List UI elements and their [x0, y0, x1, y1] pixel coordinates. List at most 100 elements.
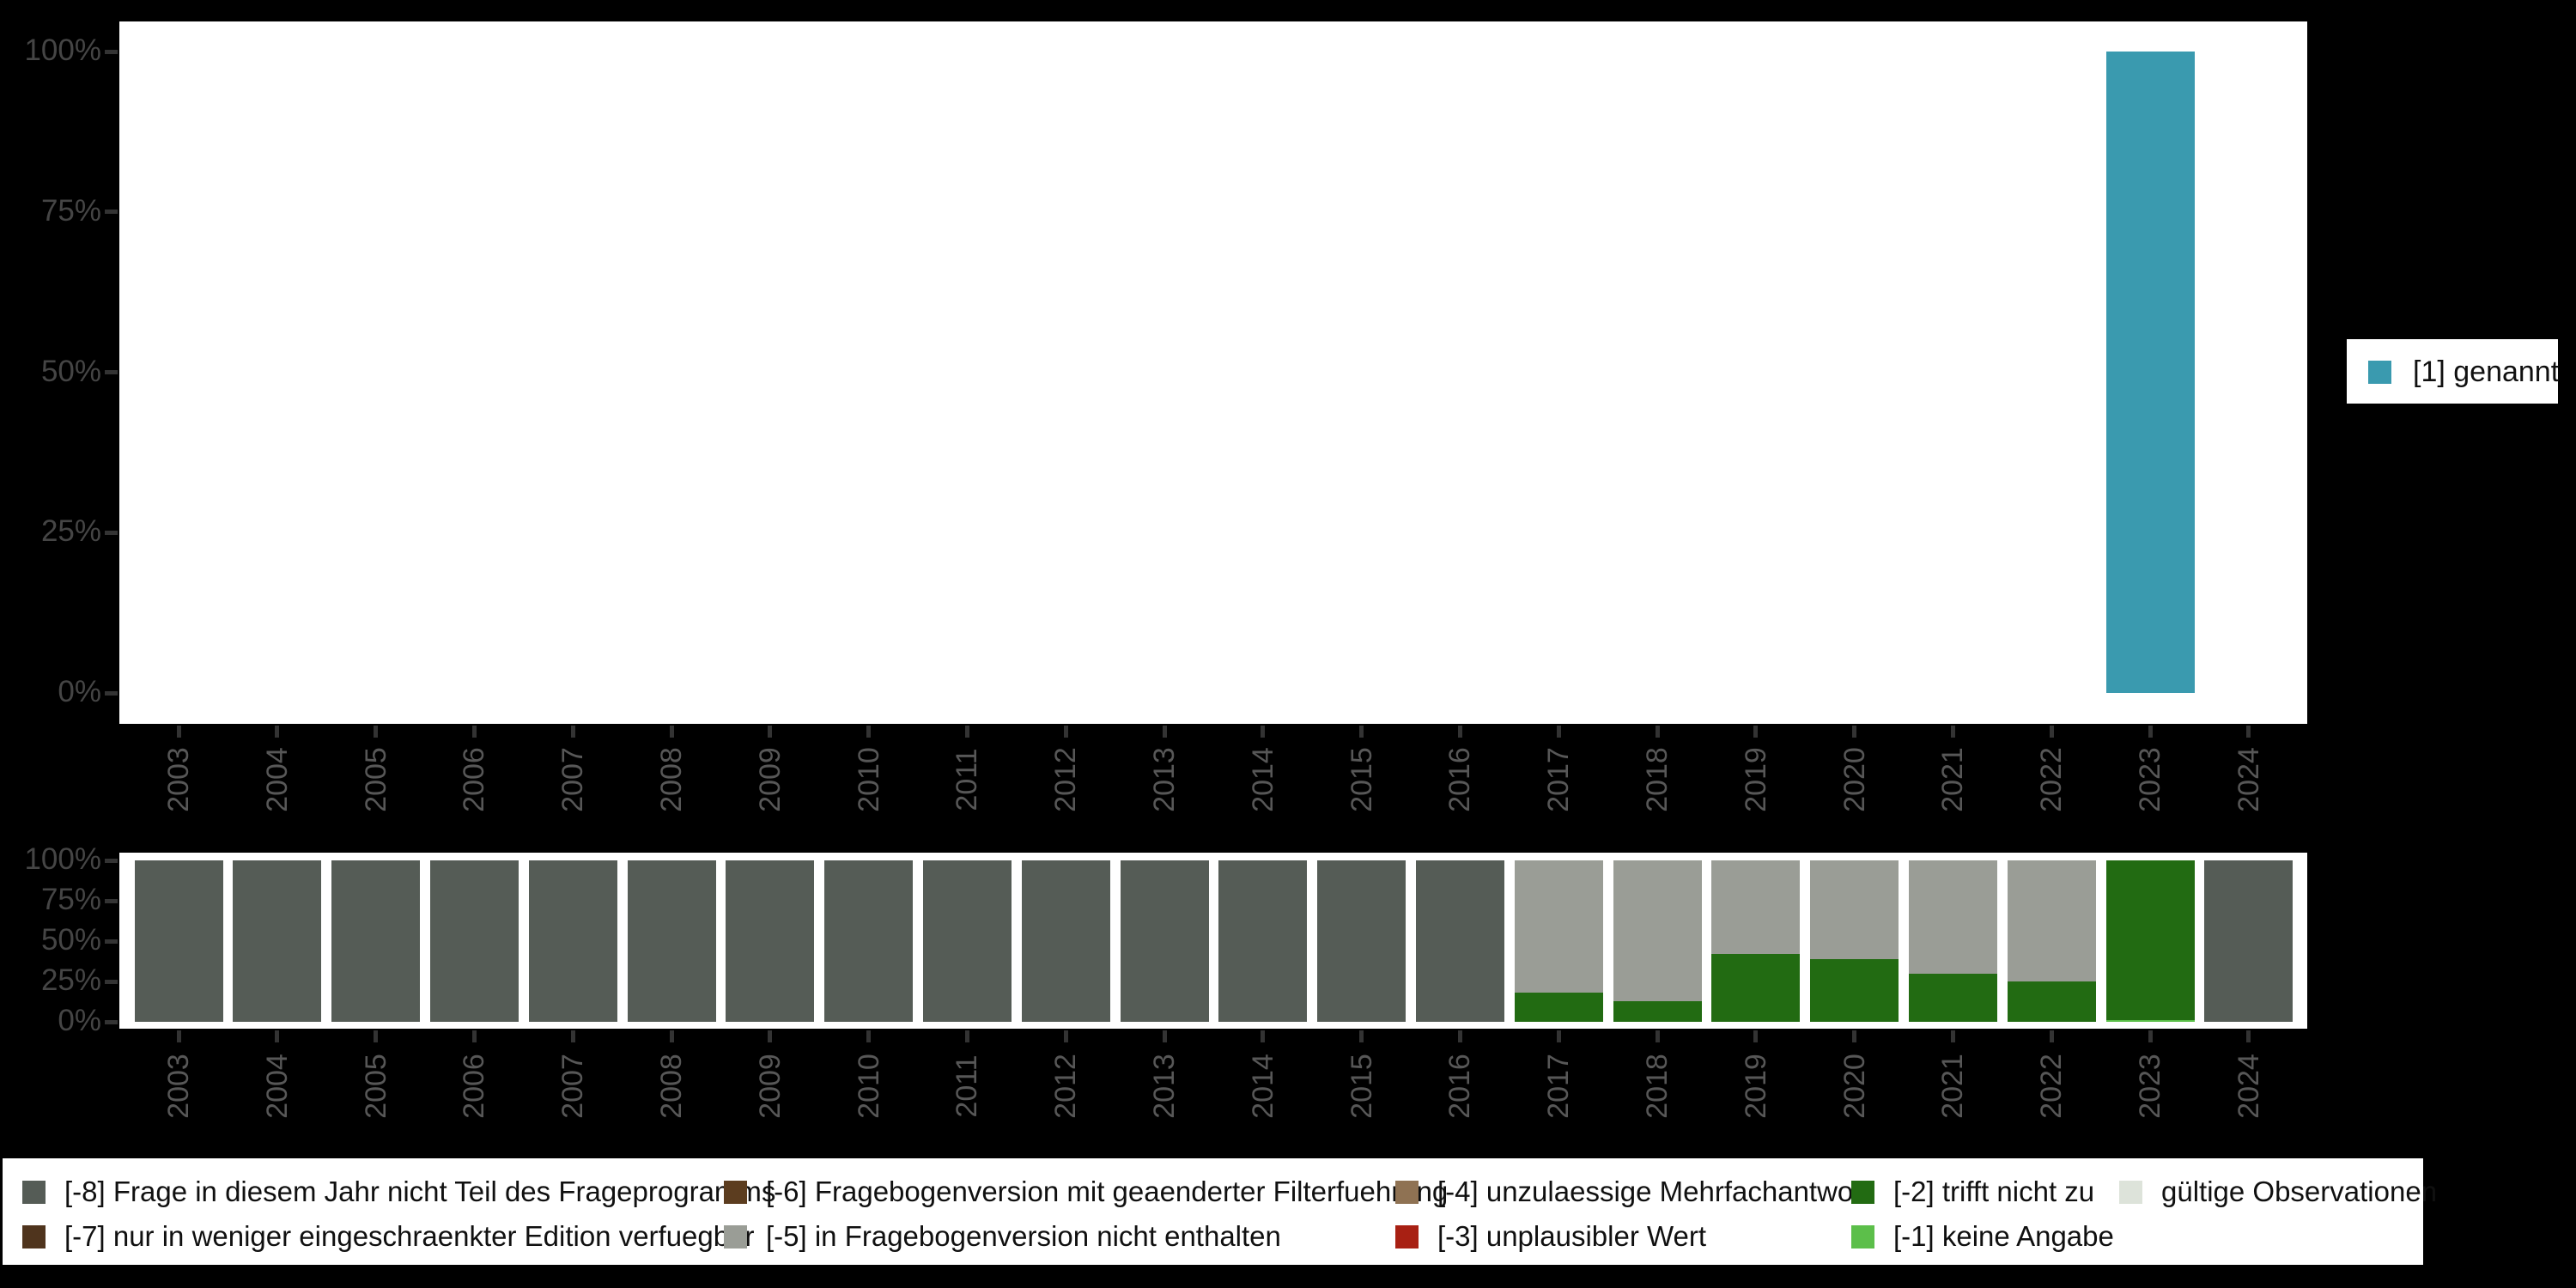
top-x-axis-label: 2004	[260, 747, 294, 812]
bottom-x-axis-tick	[374, 1030, 379, 1042]
bottom-x-axis-label: 2014	[1246, 1054, 1279, 1119]
y-axis-label: 100%	[24, 33, 101, 67]
bottom-x-axis-label: 2005	[359, 1054, 392, 1119]
stacked-bar-2006	[429, 853, 519, 1029]
top-x-axis-label: 2022	[2035, 747, 2069, 812]
bottom-x-axis-label: 2020	[1838, 1054, 1871, 1119]
bottom-x-axis-label: 2009	[753, 1054, 787, 1119]
top-x-axis-tick	[1753, 726, 1759, 738]
top-chart-legend: [1] genannt	[2347, 339, 2559, 404]
bar-segment	[1908, 860, 1997, 974]
stacked-bar-2018	[1613, 853, 1702, 1029]
stacked-bar-2023	[2105, 853, 2195, 1029]
y-axis-label: 50%	[40, 354, 101, 388]
legend-label: [-3] unplausibler Wert	[1437, 1220, 1707, 1252]
top-x-axis-tick	[1556, 726, 1561, 738]
stacked-bar-2003	[134, 853, 223, 1029]
stacked-bar-2009	[726, 853, 815, 1029]
bar-segment	[233, 860, 322, 1022]
bar-segment	[1810, 958, 1899, 1022]
bottom-x-axis-tick	[1655, 1030, 1660, 1042]
top-x-axis-tick	[2246, 726, 2251, 738]
top-x-axis-label: 2018	[1641, 747, 1674, 812]
stacked-bar-2017	[1514, 853, 1603, 1029]
stacked-bar-2013	[1120, 853, 1209, 1029]
legend-item: [-2] trifft nicht zu	[1851, 1176, 2094, 1207]
bottom-x-axis-label: 2023	[2134, 1054, 2166, 1119]
legend-item: [-7] nur in weniger eingeschraenkter Edi…	[22, 1220, 754, 1252]
top-x-axis-tick	[1162, 726, 1167, 738]
bottom-x-axis-label: 2011	[951, 1054, 984, 1118]
top-x-axis-label: 2019	[1739, 747, 1772, 812]
bottom-x-axis-label: 2003	[162, 1054, 195, 1119]
top-x-axis-label: 2003	[162, 747, 195, 812]
top-x-axis-tick	[471, 726, 477, 738]
stacked-bar-2011	[922, 853, 1012, 1029]
bottom-x-axis-label: 2017	[1542, 1054, 1576, 1119]
stacked-bar-2014	[1218, 853, 1308, 1029]
bottom-chart-panel	[119, 853, 2307, 1029]
top-x-axis-label: 2005	[359, 747, 392, 812]
bottom-x-axis-tick	[866, 1030, 872, 1042]
y-axis-label: 0%	[58, 675, 101, 708]
bar-segment	[824, 860, 914, 1022]
bar-segment	[528, 860, 617, 1022]
legend-swatch	[724, 1180, 747, 1204]
top-x-axis-tick	[866, 726, 872, 738]
bottom-x-axis-tick	[1063, 1030, 1068, 1042]
legend-item: gültige Observationen	[2119, 1176, 2437, 1207]
bottom-x-axis-label: 2008	[655, 1054, 688, 1119]
top-x-axis-label: 2007	[556, 747, 590, 812]
bar-segment	[1613, 860, 1702, 1001]
bottom-x-axis-tick	[1556, 1030, 1561, 1042]
top-x-axis-label: 2020	[1838, 747, 1871, 812]
stacked-bar-2020	[1810, 853, 1899, 1029]
top-x-axis-tick	[1655, 726, 1660, 738]
top-x-axis-tick	[669, 726, 674, 738]
top-x-axis-label: 2009	[753, 747, 787, 812]
bottom-x-axis-tick	[1261, 1030, 1266, 1042]
bottom-x-axis-tick	[2049, 1030, 2054, 1042]
top-x-axis-label: 2008	[655, 747, 688, 812]
top-x-axis-tick	[176, 726, 181, 738]
y-axis-tick	[105, 530, 118, 535]
bottom-x-axis-tick	[570, 1030, 575, 1042]
bottom-x-axis-label: 2007	[556, 1054, 590, 1119]
y-axis-tick	[105, 939, 118, 944]
bottom-x-axis-tick	[1950, 1030, 1955, 1042]
top-x-axis-tick	[2049, 726, 2054, 738]
bottom-x-axis-label: 2022	[2035, 1054, 2069, 1119]
bar-segment	[1908, 973, 1997, 1022]
bottom-x-axis-tick	[1852, 1030, 1857, 1042]
top-x-axis-label: 2024	[2232, 747, 2265, 812]
top-x-axis-label: 2010	[852, 747, 885, 812]
bottom-x-axis-label: 2021	[1936, 1054, 1970, 1119]
legend-item: [-6] Fragebogenversion mit geaenderter F…	[724, 1176, 1448, 1207]
y-axis-label: 75%	[40, 193, 101, 228]
top-x-axis-tick	[964, 726, 969, 738]
bottom-x-axis-label: 2010	[852, 1054, 885, 1119]
bar-segment	[1218, 860, 1308, 1022]
legend-label: [-4] unzulaessige Mehrfachantwort	[1437, 1176, 1871, 1207]
bar-segment	[1514, 993, 1603, 1022]
top-chart-panel	[119, 21, 2307, 724]
bottom-x-axis-tick	[669, 1030, 674, 1042]
legend-label: [-1] keine Angabe	[1893, 1220, 2114, 1252]
bottom-x-axis-label: 2015	[1345, 1054, 1378, 1119]
bar-segment	[627, 860, 716, 1022]
stacked-bar-2019	[1711, 853, 1801, 1029]
legend-item: [-4] unzulaessige Mehrfachantwort	[1395, 1176, 1871, 1207]
top-x-axis-tick	[1457, 726, 1462, 738]
top-x-axis-label: 2015	[1345, 747, 1378, 812]
top-x-axis-tick	[1261, 726, 1266, 738]
bar-segment	[1711, 860, 1801, 955]
y-axis-label: 75%	[40, 883, 101, 916]
bar-segment	[2007, 860, 2096, 981]
bottom-x-axis-label: 2018	[1641, 1054, 1674, 1119]
top-x-axis-label: 2021	[1936, 747, 1970, 812]
stacked-bar-2016	[1415, 853, 1504, 1029]
y-axis-tick	[105, 210, 118, 215]
bottom-x-axis-tick	[1457, 1030, 1462, 1042]
